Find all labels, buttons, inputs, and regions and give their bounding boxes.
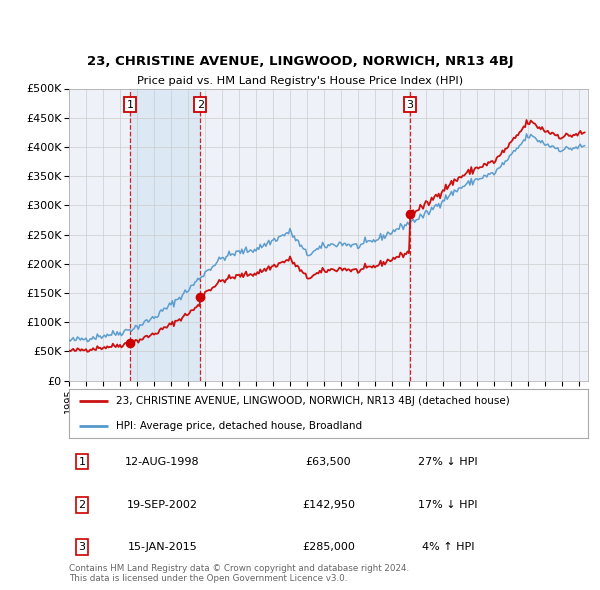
Text: 1: 1: [127, 100, 134, 110]
Text: HPI: Average price, detached house, Broadland: HPI: Average price, detached house, Broa…: [116, 421, 362, 431]
Text: Contains HM Land Registry data © Crown copyright and database right 2024.
This d: Contains HM Land Registry data © Crown c…: [69, 563, 409, 583]
Text: £63,500: £63,500: [305, 457, 352, 467]
Text: 12-AUG-1998: 12-AUG-1998: [125, 457, 200, 467]
Text: 4% ↑ HPI: 4% ↑ HPI: [422, 542, 474, 552]
Text: 17% ↓ HPI: 17% ↓ HPI: [418, 500, 478, 510]
Text: 19-SEP-2002: 19-SEP-2002: [127, 500, 198, 510]
Bar: [130, 88, 200, 381]
Text: 1: 1: [79, 457, 85, 467]
Text: 23, CHRISTINE AVENUE, LINGWOOD, NORWICH, NR13 4BJ: 23, CHRISTINE AVENUE, LINGWOOD, NORWICH,…: [86, 55, 514, 68]
Text: 2: 2: [197, 100, 204, 110]
Text: £285,000: £285,000: [302, 542, 355, 552]
Text: £142,950: £142,950: [302, 500, 355, 510]
Text: Price paid vs. HM Land Registry's House Price Index (HPI): Price paid vs. HM Land Registry's House …: [137, 76, 463, 86]
Text: 3: 3: [79, 542, 85, 552]
Text: 2: 2: [79, 500, 86, 510]
Text: 27% ↓ HPI: 27% ↓ HPI: [418, 457, 478, 467]
Text: 15-JAN-2015: 15-JAN-2015: [128, 542, 197, 552]
Text: 23, CHRISTINE AVENUE, LINGWOOD, NORWICH, NR13 4BJ (detached house): 23, CHRISTINE AVENUE, LINGWOOD, NORWICH,…: [116, 396, 509, 407]
Text: 3: 3: [407, 100, 413, 110]
